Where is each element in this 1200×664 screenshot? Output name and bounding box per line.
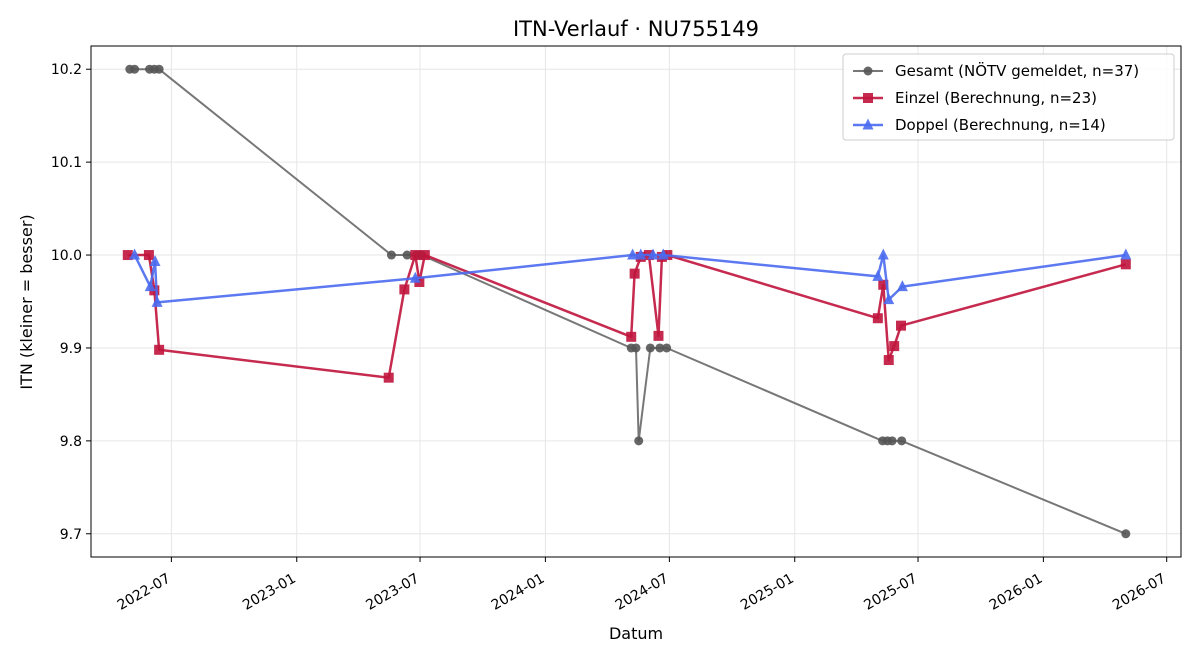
series-2-point: [399, 284, 410, 295]
y-tick-label: 9.8: [60, 434, 82, 450]
chart-title: ITN-Verlauf · NU755149: [513, 17, 759, 41]
series-2-point: [629, 268, 640, 279]
x-tick-label: 2026-07: [1110, 571, 1169, 614]
series-2-point: [653, 330, 664, 341]
series-2-point: [143, 250, 154, 261]
x-tick-label: 2024-07: [613, 571, 672, 614]
series-layer: [122, 64, 1132, 539]
y-tick-label: 10.2: [51, 62, 82, 78]
legend: Gesamt (NÖTV gemeldet, n=37) Einzel (Bere…: [842, 53, 1175, 141]
series-3: [129, 248, 1132, 307]
series-2-point: [878, 279, 889, 290]
series-2-point: [122, 250, 133, 261]
y-axis-label: ITN (kleiner = besser): [17, 214, 36, 389]
series-2-point: [154, 344, 165, 355]
series-1-point: [1121, 529, 1131, 539]
series-1-point: [887, 436, 897, 446]
series-1-point: [386, 250, 396, 260]
series-2-point: [889, 341, 900, 352]
legend-marker: [862, 118, 874, 130]
x-tick-label: 2023-07: [363, 571, 422, 614]
y-tick-label: 9.7: [60, 527, 82, 543]
x-axis-ticks: 2022-07 2023-01 2023-07 2024-01 2024-07 2025-…: [115, 557, 1169, 614]
legend-label: Einzel (Berechnung, n=23): [895, 89, 1097, 107]
series-1-point: [655, 343, 665, 353]
series-1-point: [130, 64, 140, 74]
series-1-point: [402, 250, 412, 260]
series-2-point: [383, 372, 394, 383]
series-3-point: [877, 248, 889, 260]
series-3-point: [872, 269, 884, 281]
series-2-point: [626, 331, 637, 342]
y-tick-label: 10.0: [51, 248, 82, 264]
legend-label: Doppel (Berechnung, n=14): [895, 116, 1106, 134]
series-2-point: [419, 250, 430, 261]
legend-box: [842, 53, 1175, 141]
series-3-point: [129, 248, 141, 260]
series-3-point: [896, 280, 908, 292]
series-2-point: [883, 355, 894, 366]
y-tick-label: 9.9: [60, 341, 82, 357]
series-1-point: [631, 343, 641, 353]
series-3-point: [149, 255, 161, 267]
x-tick-label: 2025-01: [738, 571, 797, 614]
y-axis-ticks: 9.7 9.8 9.9 10.0 10.1 10.2: [51, 62, 91, 543]
x-axis-label: Datum: [609, 624, 663, 643]
x-tick-label: 2023-01: [240, 571, 299, 614]
series-3-point: [409, 271, 421, 283]
series-2-point: [1120, 259, 1131, 270]
series-1-point: [662, 343, 672, 353]
series-2-point: [410, 250, 421, 261]
legend-marker: [863, 66, 873, 76]
series-2-point: [872, 313, 883, 324]
series-3-point: [647, 248, 659, 260]
series-1-point: [634, 436, 644, 446]
series-3-point: [635, 248, 647, 260]
series-2-point: [896, 320, 907, 331]
series-3-point: [1120, 248, 1132, 260]
series-3-point: [883, 293, 895, 305]
series-3-point: [151, 295, 163, 307]
series-2: [122, 250, 1131, 383]
y-tick-label: 10.1: [51, 155, 82, 171]
x-tick-label: 2022-07: [115, 571, 174, 614]
legend-label: Gesamt (NÖTV gemeldet, n=37): [895, 61, 1139, 80]
legend-marker: [863, 93, 873, 103]
x-tick-label: 2026-01: [987, 571, 1046, 614]
series-1-point: [154, 64, 164, 74]
series-3-point: [144, 280, 156, 292]
series-3-line: [133, 253, 1126, 304]
x-tick-label: 2025-07: [861, 571, 920, 614]
series-1-point: [897, 436, 907, 446]
series-3-point: [627, 248, 639, 260]
plot-frame: [90, 45, 1182, 558]
series-1-point: [645, 343, 655, 353]
series-2-line: [127, 253, 1127, 379]
x-tick-label: 2024-01: [489, 571, 548, 614]
series-3-point: [657, 248, 669, 260]
